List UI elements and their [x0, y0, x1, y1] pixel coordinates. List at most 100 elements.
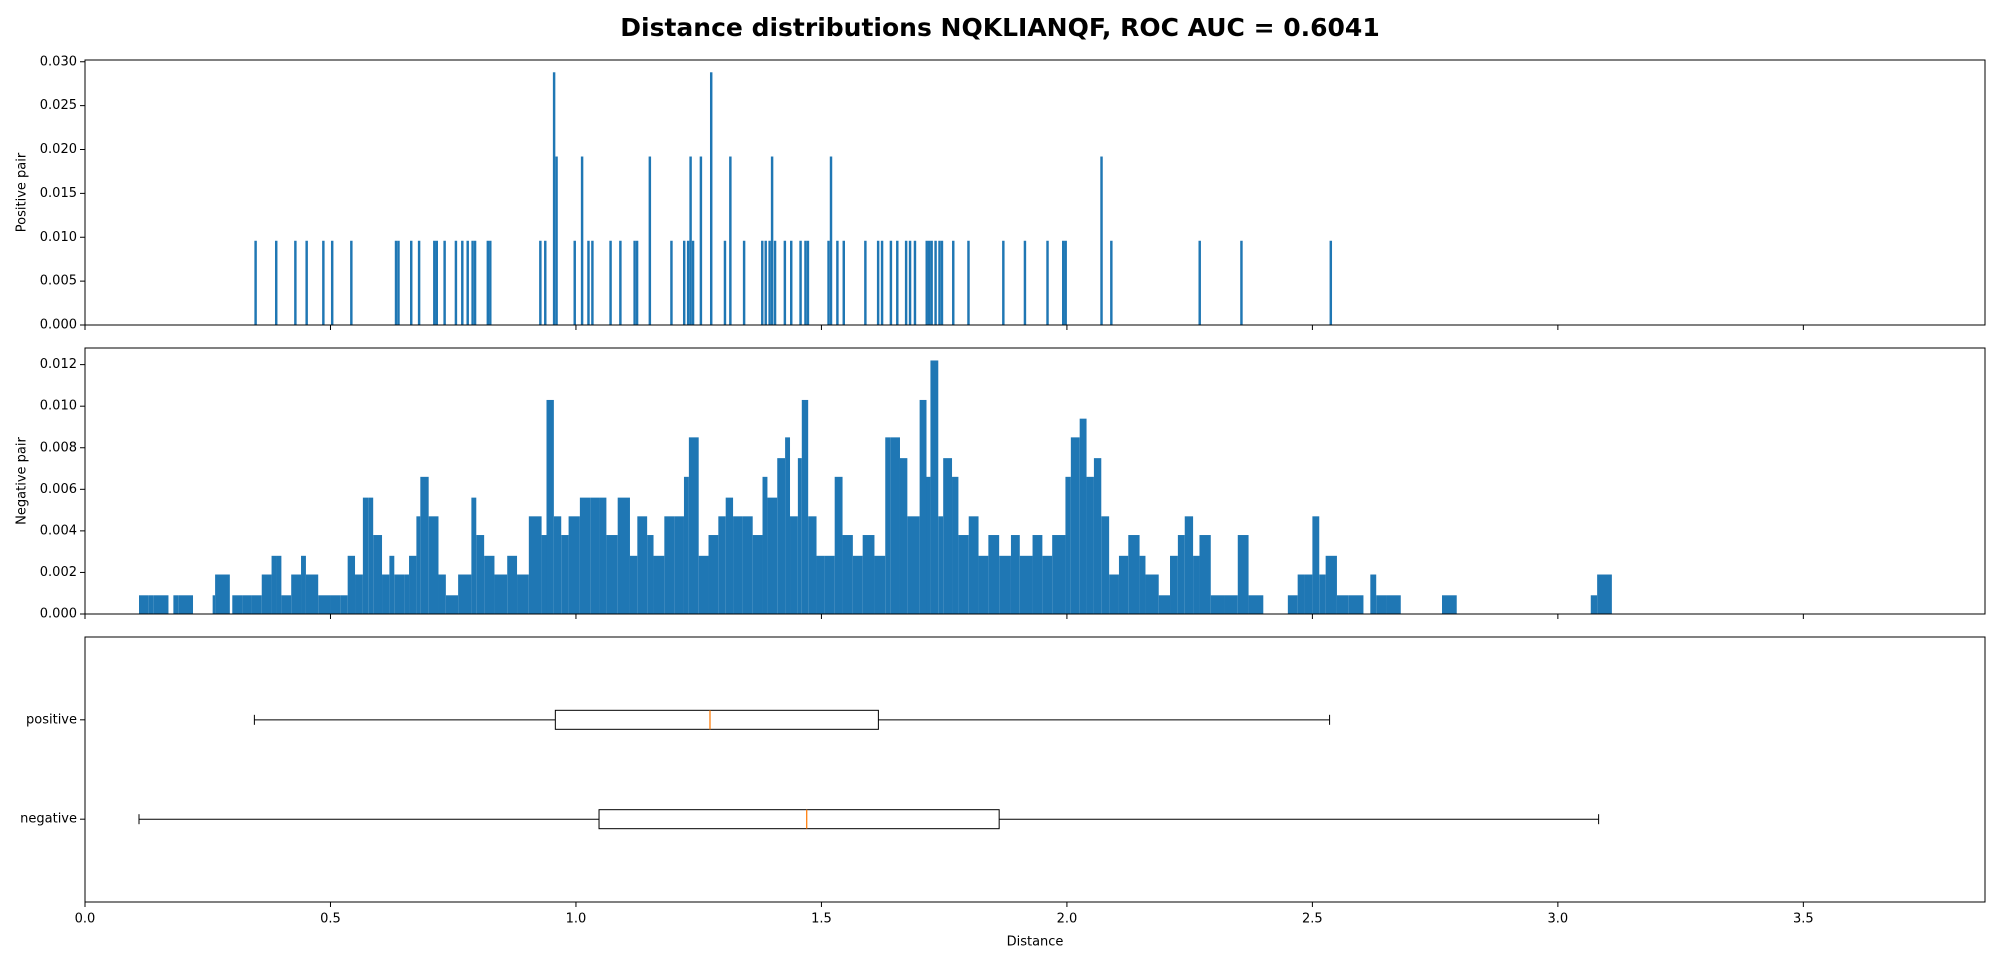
histogram-bar: [318, 595, 331, 614]
histogram-bar: [546, 399, 554, 614]
y-tick-label: 0.020: [40, 142, 77, 157]
histogram-bar: [938, 516, 944, 614]
histogram-bar: [689, 156, 692, 325]
histogram-bar: [1023, 240, 1027, 325]
y-axis-label: Positive pair: [15, 152, 30, 232]
histogram-bar: [988, 535, 1000, 614]
y-tick-label: 0.025: [40, 98, 77, 113]
y-tick-label: negative: [20, 812, 77, 827]
histogram-bar: [1145, 574, 1159, 614]
y-tick-label: 0.010: [40, 230, 77, 245]
histogram-bar: [1019, 555, 1033, 614]
histogram-bar: [1370, 574, 1377, 614]
histogram-bar: [926, 476, 931, 614]
y-tick-label: 0.012: [40, 357, 77, 372]
histogram-bar: [420, 476, 429, 614]
histogram-bar: [294, 240, 297, 325]
histogram-bar: [1158, 595, 1171, 614]
histogram-bar: [410, 240, 413, 325]
histogram-bar: [648, 156, 652, 325]
histogram-bar: [1070, 437, 1080, 614]
histogram-bar: [742, 516, 753, 614]
axes-frame: [84, 59, 1986, 326]
histogram-bar: [261, 574, 272, 614]
histogram-bar: [913, 240, 917, 325]
histogram-bar: [1128, 535, 1140, 614]
histogram-bar: [305, 574, 319, 614]
histogram-bar: [340, 595, 348, 614]
histogram-bar: [816, 555, 825, 614]
histogram-bar: [806, 240, 810, 325]
y-tick-label: 0.008: [40, 440, 77, 455]
histogram-bar: [1065, 476, 1071, 614]
histogram-bar: [619, 240, 622, 325]
histogram-bar: [1304, 574, 1313, 614]
x-tick-label: 1.5: [811, 912, 832, 927]
histogram-bar: [1101, 516, 1110, 614]
histogram-bar: [864, 240, 867, 325]
histogram-bar: [1110, 240, 1113, 325]
histogram-bar: [301, 555, 306, 614]
histogram-bar: [790, 516, 798, 614]
histogram-bar: [1386, 595, 1401, 614]
histogram-bar: [173, 595, 179, 614]
histogram-bar: [435, 240, 438, 325]
histogram-bar: [539, 240, 542, 325]
histogram-bar: [889, 240, 893, 325]
histogram-bar: [541, 535, 547, 614]
histogram-bar: [609, 240, 612, 325]
histogram-bar: [606, 535, 618, 614]
histogram-bar: [276, 555, 282, 614]
histogram-bar: [1002, 240, 1005, 325]
figure-title: Distance distributions NQKLIANQF, ROC AU…: [620, 13, 1379, 42]
histogram-bar: [930, 360, 939, 614]
histogram-bar: [1177, 535, 1185, 614]
histogram-bar: [528, 516, 542, 614]
histogram-bar: [1062, 240, 1065, 325]
histogram-bar: [552, 72, 556, 326]
histogram-bar: [347, 555, 356, 614]
axes-frame: [84, 636, 1986, 903]
histogram-bar: [484, 555, 495, 614]
histogram-bar: [907, 516, 920, 614]
histogram-bar: [686, 240, 690, 325]
histogram-bar: [1086, 476, 1094, 614]
histogram-bar: [322, 240, 325, 325]
histogram-bar: [573, 240, 576, 325]
histogram-bar: [768, 240, 771, 325]
histogram-bar: [271, 555, 277, 614]
histogram-bar: [952, 240, 955, 325]
histogram-bar: [438, 574, 446, 614]
histogram-bar: [773, 240, 777, 325]
histogram-bar: [718, 516, 726, 614]
histogram-bar: [242, 595, 252, 614]
histogram-bar: [1442, 595, 1457, 614]
axes-frame: [84, 347, 1986, 615]
histogram-bar: [153, 595, 169, 614]
histogram-bar: [443, 240, 446, 325]
histogram-bar: [1336, 595, 1349, 614]
histogram-bar: [1224, 595, 1238, 614]
histogram-bar: [148, 595, 154, 614]
histogram-bar: [836, 240, 839, 325]
histogram-bar: [555, 156, 558, 325]
histogram-bar: [471, 497, 477, 614]
histogram-bar: [852, 555, 863, 614]
histogram-bar: [428, 516, 439, 614]
histogram-bar: [653, 555, 665, 614]
histogram-bar: [139, 595, 149, 614]
histogram-bar: [908, 240, 912, 325]
histogram-bar: [880, 240, 884, 325]
histogram-bar: [890, 437, 900, 614]
histogram-bar: [507, 555, 518, 614]
histogram-bar: [682, 240, 686, 325]
y-tick-label: 0.006: [40, 482, 77, 497]
histogram-bar: [635, 240, 639, 325]
histogram-bar: [1052, 535, 1066, 614]
histogram-bar: [1118, 555, 1129, 614]
x-tick-label: 0.0: [75, 912, 96, 927]
x-axis-label: Distance: [1007, 935, 1064, 950]
histogram-bar: [633, 240, 636, 325]
histogram-bar: [397, 240, 400, 325]
histogram-bar: [1240, 240, 1243, 325]
